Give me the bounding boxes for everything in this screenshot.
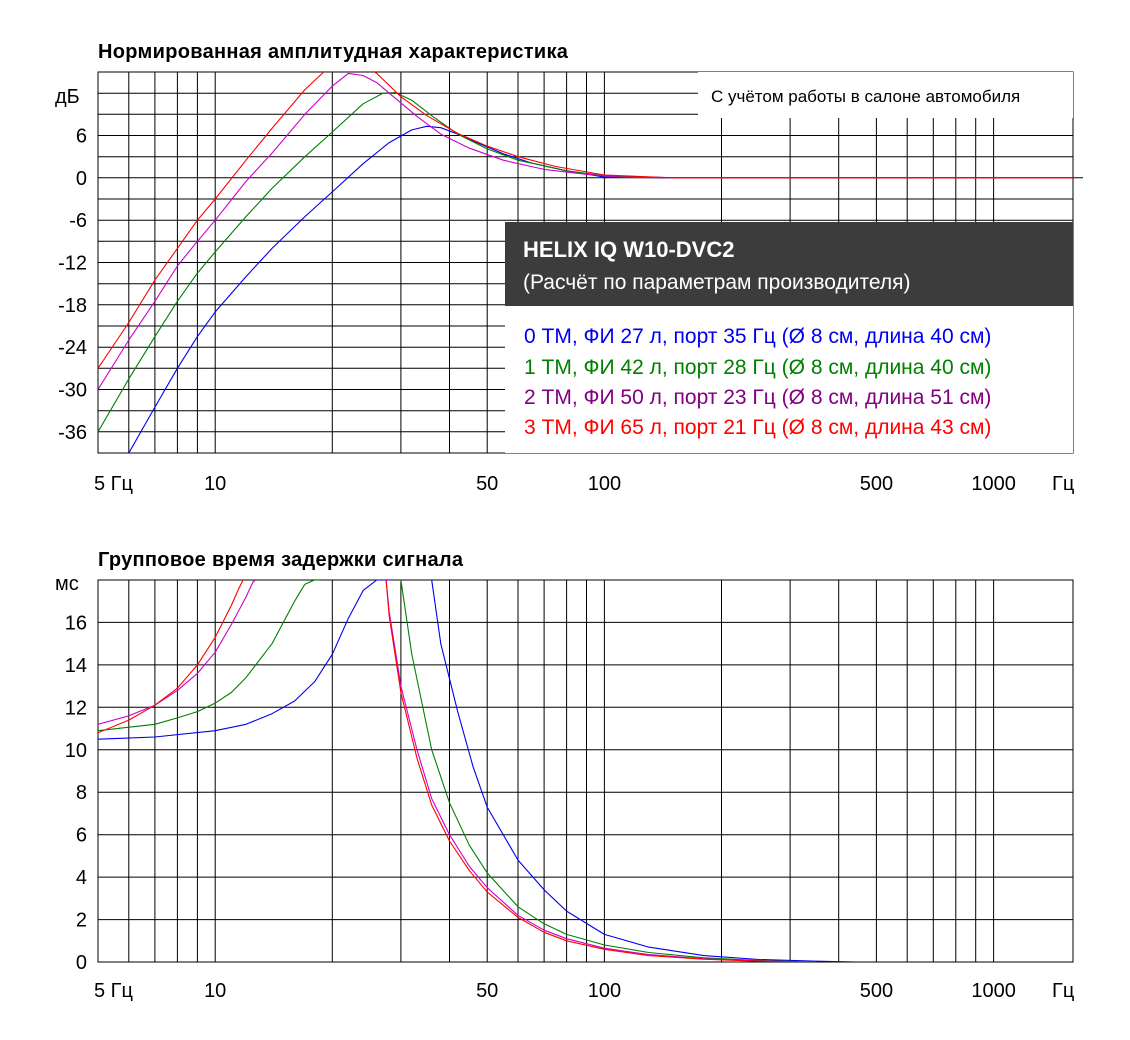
chart2-curves	[98, 580, 859, 962]
chart1-y-ticks: 6 0 -6 -12 -18 -24 -30 -36	[58, 126, 87, 444]
chart2-y-tick-label: 8	[76, 782, 87, 804]
chart1-y-unit: дБ	[55, 86, 80, 108]
chart2-y-tick-label: 2	[76, 910, 87, 932]
chart2-y-ticks: 16 14 12 10 8 6 4 2 0	[65, 612, 87, 974]
chart2-y-tick-label: 10	[65, 740, 87, 762]
chart2-y-tick-label: 12	[65, 697, 87, 719]
chart1-x-tick-label: 10	[204, 473, 226, 495]
chart1-y-tick-label: 0	[76, 168, 87, 190]
chart2-y-tick-label: 14	[65, 655, 87, 677]
chart2-series-3	[98, 580, 817, 962]
chart1-note: С учётом работы в салоне автомобиля	[711, 87, 1020, 106]
chart1-y-tick-label: -18	[58, 295, 87, 317]
chart1-curves	[98, 72, 1073, 453]
chart1-x-ticks: 5 Гц 10 50 100 500 1000	[94, 473, 1016, 495]
chart1-series-3	[98, 72, 1073, 369]
legend-entry-1: 1 ТМ, ФИ 42 л, порт 28 Гц (Ø 8 см, длина…	[524, 356, 991, 379]
chart2-x-unit: Гц	[1052, 980, 1074, 1002]
model-name: HELIX IQ W10-DVC2	[523, 237, 734, 262]
info-header	[505, 222, 1073, 306]
chart1-y-tick-label: -24	[58, 337, 87, 359]
chart2-x-tick-label: 500	[860, 980, 893, 1002]
chart1-x-tick-label: 100	[588, 473, 621, 495]
chart1-y-tick-label: -12	[58, 253, 87, 275]
chart1-x-tick-label: 50	[476, 473, 498, 495]
note-box	[698, 72, 1073, 118]
chart2-grid	[97, 579, 1074, 963]
chart1-x-unit: Гц	[1052, 473, 1074, 495]
chart2-x-tick-label: 100	[588, 980, 621, 1002]
chart2-series-0	[98, 580, 859, 962]
chart1-y-tick-label: -36	[58, 422, 87, 444]
chart2-y-tick-label: 4	[76, 867, 87, 889]
chart1-title: Нормированная амплитудная характеристика	[98, 41, 569, 63]
chart2-y-unit: мс	[55, 573, 79, 595]
chart2-x-tick-label: 1000	[971, 980, 1016, 1002]
chart2-frame	[97, 579, 1074, 963]
chart2-series-1	[98, 580, 817, 962]
model-subtitle: (Расчёт по параметрам производителя)	[523, 271, 910, 294]
chart1-y-tick-label: -6	[69, 210, 87, 232]
chart2-y-tick-label: 16	[65, 612, 87, 634]
chart2-x-tick-label: 5 Гц	[94, 980, 133, 1002]
legend-entry-3: 3 ТМ, ФИ 65 л, порт 21 Гц (Ø 8 см, длина…	[524, 416, 991, 439]
chart2-y-tick-label: 6	[76, 825, 87, 847]
chart1-series-2	[98, 72, 1073, 390]
chart1-y-tick-label: 6	[76, 126, 87, 148]
chart2-x-tick-label: 10	[204, 980, 226, 1002]
chart2-x-ticks: 5 Гц 10 50 100 500 1000	[94, 980, 1016, 1002]
chart2-series-2	[98, 580, 817, 962]
chart1-x-tick-label: 500	[860, 473, 893, 495]
chart1-series-1	[98, 91, 1073, 433]
chart2-y-tick-label: 0	[76, 952, 87, 974]
legend-entry-0: 0 ТМ, ФИ 27 л, порт 35 Гц (Ø 8 см, длина…	[524, 325, 991, 348]
chart1-x-tick-label: 1000	[971, 473, 1016, 495]
chart1-x-tick-label: 5 Гц	[94, 473, 133, 495]
legend-panel	[505, 306, 1073, 453]
legend-entry-2: 2 ТМ, ФИ 50 л, порт 23 Гц (Ø 8 см, длина…	[524, 386, 991, 409]
chart2-title: Групповое время задержки сигнала	[98, 549, 464, 571]
chart1-y-tick-label: -30	[58, 380, 87, 402]
chart2-x-tick-label: 50	[476, 980, 498, 1002]
